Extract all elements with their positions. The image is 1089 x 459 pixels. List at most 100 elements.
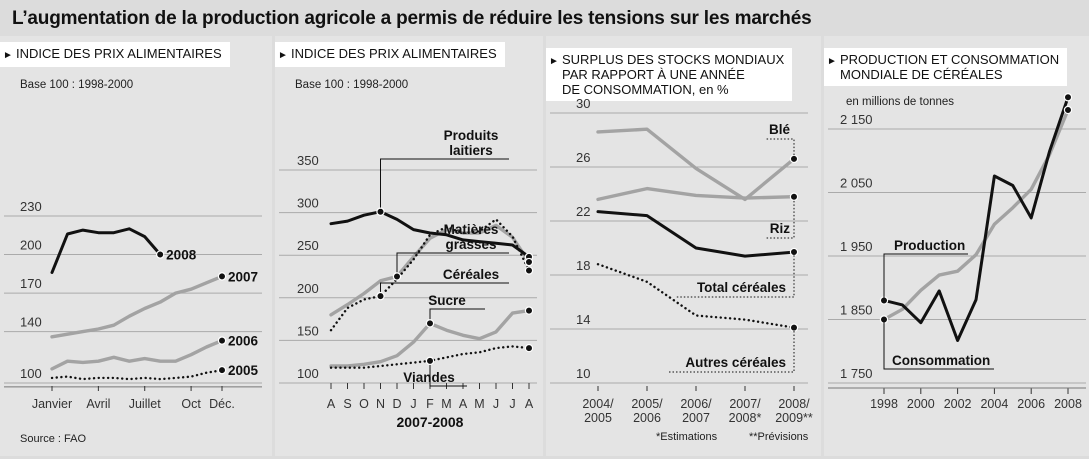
callout-leader — [380, 158, 509, 212]
series-label-matieres-grasses: grasses — [445, 237, 496, 252]
y-tick-label: 140 — [20, 315, 42, 330]
panel-header: ► SURPLUS DES STOCKS MONDIAUX PAR RAPPORT … — [546, 48, 793, 101]
panel-header: ► INDICE DES PRIX ALIMENTAIRES — [275, 42, 505, 67]
series-label-matieres-grasses: Matières — [444, 222, 499, 237]
label-leader — [676, 252, 795, 298]
y-tick-label: 14 — [576, 312, 590, 327]
y-tick-label: 350 — [297, 153, 319, 168]
x-tick-label: Oct — [181, 397, 201, 411]
y-tick-label: 2 150 — [840, 112, 873, 127]
y-tick-label: 100 — [20, 366, 42, 381]
x-tick-label: M — [441, 397, 451, 411]
panel-title-line: MONDIALE DE CÉRÉALES — [840, 67, 1003, 82]
y-tick-label: 200 — [297, 281, 319, 296]
main-title: L’augmentation de la production agricole… — [12, 8, 812, 29]
x-tick-label: J — [509, 397, 515, 411]
panel-indice-prix-2005-2008: ► INDICE DES PRIX ALIMENTAIRES Base 100 :… — [0, 36, 272, 456]
callout-marker — [425, 319, 435, 328]
callout-leader — [380, 282, 509, 297]
chart-surplus-stocks: 10 14 18 22 26 30 2004/2005 2005/2006 2006/2007 2… — [550, 96, 813, 443]
panel-header: ► INDICE DES PRIX ALIMENTAIRES — [0, 42, 230, 67]
x-tick-label: F — [426, 397, 434, 411]
series-end-marker — [155, 250, 165, 259]
chart-indice-prix-annuel: Base 100 : 1998-2000 100 140 170 200 230 Janvi… — [4, 79, 262, 445]
series-label-consommation: Consommation — [892, 353, 990, 368]
series-end-marker — [524, 266, 534, 275]
x-tick-label: 1998 — [870, 397, 898, 411]
series-end-marker — [217, 365, 227, 375]
panel-header: ► PRODUCTION ET CONSOMMATION MONDIALE DE C… — [824, 48, 1068, 86]
callout-leader — [429, 308, 485, 324]
callout-marker — [376, 291, 385, 301]
series-end-marker — [524, 306, 534, 315]
series-end-marker — [524, 257, 534, 267]
x-tick-label: 2007/ — [729, 397, 761, 411]
x-tick-label: 2006 — [633, 411, 661, 425]
x-tick-label: 2009** — [775, 411, 813, 425]
y-tick-label: 150 — [297, 323, 319, 338]
callout-marker — [425, 356, 435, 366]
x-tick-label: 2008/ — [778, 397, 810, 411]
series-line-2007 — [50, 274, 224, 339]
x-tick-label: N — [376, 397, 385, 411]
y-tick-label: 230 — [20, 199, 42, 214]
panel-surplus-stocks: ► SURPLUS DES STOCKS MONDIAUX PAR RAPPORT … — [546, 36, 821, 456]
x-tick-label: J — [410, 397, 416, 411]
series-end-marker — [217, 272, 227, 281]
x-tick-label: J — [493, 397, 499, 411]
series-label-autres-cereales: Autres céréales — [685, 355, 786, 370]
series-line-total-cereales — [596, 210, 796, 258]
series-line-2008 — [50, 227, 162, 274]
footnote: **Prévisions — [749, 431, 809, 443]
x-tick-label: A — [459, 397, 468, 411]
series-line-ble — [596, 127, 796, 202]
y-tick-label: 1 850 — [840, 303, 873, 318]
series-line-2006 — [50, 338, 224, 371]
series-line-consommation — [882, 108, 1070, 322]
series-end-marker — [1063, 93, 1073, 102]
x-tick-label: 2005/ — [631, 397, 663, 411]
x-tick-label: 2008* — [729, 411, 762, 425]
triangle-icon: ► — [278, 50, 288, 61]
x-tick-label: 2008 — [1054, 397, 1082, 411]
series-label-2005: 2005 — [228, 363, 259, 378]
series-line-riz — [596, 186, 796, 202]
x-tick-label: Avril — [86, 397, 110, 411]
series-line-autres-cereales — [596, 262, 796, 329]
chart-subtitle: Base 100 : 1998-2000 — [295, 79, 408, 91]
x-tick-label: M — [474, 397, 484, 411]
callout-marker — [376, 207, 385, 216]
triangle-icon: ► — [549, 56, 559, 67]
x-tick-label: 2002 — [944, 397, 972, 411]
y-tick-label: 1 950 — [840, 239, 873, 254]
callout-leader — [396, 252, 509, 277]
panel-title-line: PRODUCTION ET CONSOMMATION — [840, 52, 1060, 67]
panel-title-line: SURPLUS DES STOCKS MONDIAUX — [562, 52, 785, 67]
x-tick-label: D — [392, 397, 401, 411]
panel-production-consommation: ► PRODUCTION ET CONSOMMATION MONDIALE DE C… — [824, 36, 1089, 456]
series-end-marker — [1063, 105, 1073, 115]
series-line-cereales — [329, 218, 531, 332]
chart-production-consommation: en millions de tonnes 1 750 1 850 1 950 2 05… — [828, 93, 1086, 411]
y-tick-label: 100 — [297, 366, 319, 381]
y-tick-label: 1 750 — [840, 366, 873, 381]
series-line-production — [882, 95, 1070, 342]
series-label-riz: Riz — [770, 221, 791, 236]
callout-leader — [429, 360, 467, 387]
y-tick-label: 26 — [576, 150, 590, 165]
label-leader — [766, 138, 795, 159]
series-end-marker — [789, 247, 799, 257]
triangle-icon: ► — [3, 50, 13, 61]
x-tick-label: 2005 — [584, 411, 612, 425]
x-tick-label: 2006/ — [680, 397, 712, 411]
triangle-icon: ► — [827, 56, 837, 67]
y-tick-label: 200 — [20, 238, 42, 253]
y-tick-label: 10 — [576, 366, 590, 381]
x-tick-label: Déc. — [209, 397, 235, 411]
y-tick-label: 250 — [297, 238, 319, 253]
x-tick-label: 2000 — [907, 397, 935, 411]
series-end-marker — [789, 192, 799, 201]
y-tick-label: 300 — [297, 196, 319, 211]
y-tick-label: 18 — [576, 258, 590, 273]
chart-subtitle: Base 100 : 1998-2000 — [20, 79, 133, 91]
